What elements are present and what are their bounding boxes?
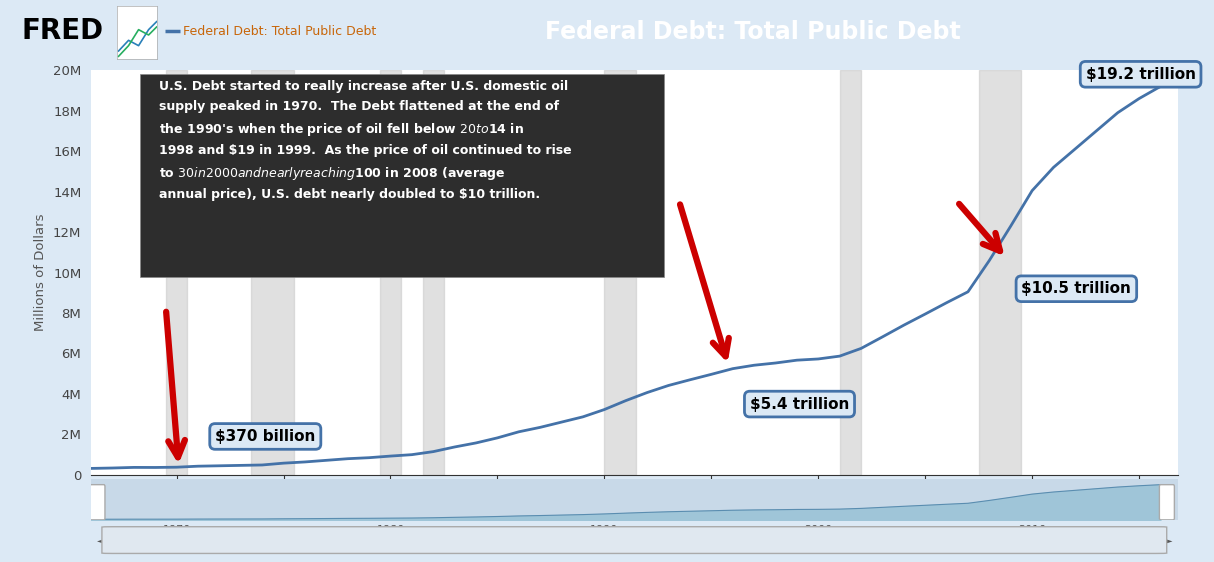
Text: ◄: ◄: [96, 535, 104, 545]
Text: ►: ►: [1164, 535, 1173, 545]
Text: U.S. Debt started to really increase after U.S. domestic oil
supply peaked in 19: U.S. Debt started to really increase aft…: [159, 80, 572, 201]
Bar: [380, 70, 401, 475]
Text: FRED: FRED: [22, 17, 104, 45]
Bar: [840, 70, 861, 475]
Text: $5.4 trillion: $5.4 trillion: [750, 397, 849, 411]
FancyBboxPatch shape: [1159, 484, 1174, 520]
Text: |||: |||: [629, 535, 640, 545]
Text: $370 billion: $370 billion: [215, 429, 316, 444]
Text: Federal Debt: Total Public Debt: Federal Debt: Total Public Debt: [545, 20, 961, 44]
Text: $10.5 trillion: $10.5 trillion: [1021, 281, 1131, 296]
Bar: [166, 70, 187, 475]
FancyBboxPatch shape: [90, 484, 104, 520]
Bar: [978, 70, 1021, 475]
FancyBboxPatch shape: [141, 74, 664, 277]
Y-axis label: Millions of Dollars: Millions of Dollars: [34, 214, 47, 332]
Text: $19.2 trillion: $19.2 trillion: [1085, 67, 1196, 82]
Text: Federal Debt: Total Public Debt: Federal Debt: Total Public Debt: [183, 25, 376, 38]
Bar: [605, 70, 636, 475]
Bar: [422, 70, 444, 475]
FancyBboxPatch shape: [102, 527, 1167, 554]
Bar: [251, 70, 294, 475]
